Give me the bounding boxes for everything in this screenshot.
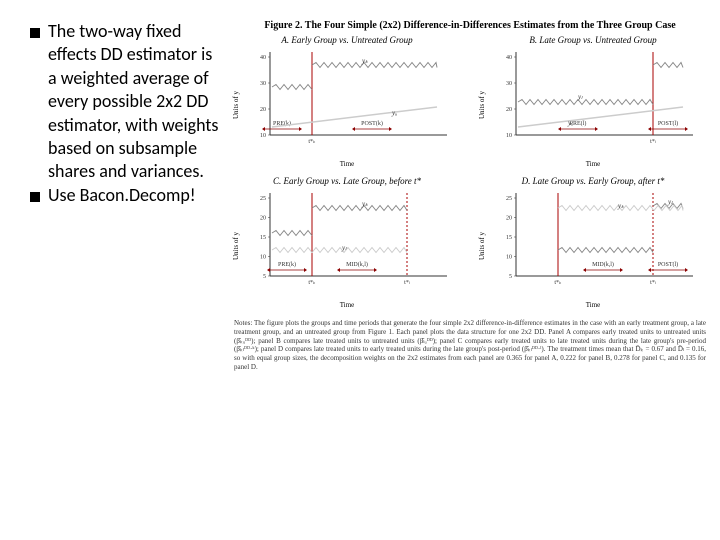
svg-text:yₗ: yₗ (667, 198, 673, 206)
panel-title: C. Early Group vs. Late Group, before t* (230, 176, 464, 186)
svg-text:t*ₗ: t*ₗ (650, 139, 656, 145)
svg-text:yᵤ: yᵤ (391, 109, 397, 117)
svg-text:40: 40 (506, 55, 512, 61)
svg-text:20: 20 (260, 216, 266, 222)
panels-grid: A. Early Group vs. Untreated Group 10 20 30… (230, 35, 710, 309)
svg-text:t*ₖ: t*ₖ (554, 280, 562, 286)
left-text-column: The two-way fixed effects DD estimator i… (30, 20, 230, 530)
panel-B: B. Late Group vs. Untreated Group 10 20 30 4… (476, 35, 710, 168)
svg-text:40: 40 (260, 55, 266, 61)
chart: 10203040t*ₗPRE(l)POST(l)yₗyᵤUnits of y (476, 47, 710, 162)
chart: 10203040t*ₖPRE(k)POST(k)yₖyᵤUnits of y (230, 47, 464, 162)
y-axis-label: Units of y (232, 232, 240, 260)
svg-text:5: 5 (263, 274, 266, 280)
svg-text:yᵤ: yᵤ (567, 119, 573, 127)
chart: 5 10 15 20 25 t*ₖ t*ₗ MID(k,l) POST(l) yₗ yₖ Units … (476, 188, 710, 303)
bullet-square-icon (30, 28, 40, 38)
svg-text:POST(l): POST(l) (658, 261, 678, 268)
svg-text:15: 15 (506, 235, 512, 241)
svg-text:yₗ: yₗ (341, 244, 347, 252)
svg-text:10: 10 (260, 255, 266, 261)
svg-text:30: 30 (506, 81, 512, 87)
svg-text:t*ₗ: t*ₗ (404, 280, 410, 286)
y-axis-label: Units of y (232, 91, 240, 119)
svg-text:yₗ: yₗ (577, 93, 583, 101)
panel-title: B. Late Group vs. Untreated Group (476, 35, 710, 45)
y-axis-label: Units of y (478, 91, 486, 119)
panel-title: A. Early Group vs. Untreated Group (230, 35, 464, 45)
chart: 5 10 15 20 25 t*ₖ t*ₗ PRE(k) MID(k,l) yₖ yₗ Units o… (230, 188, 464, 303)
figure-title: Figure 2. The Four Simple (2x2) Differen… (230, 20, 710, 31)
panel-C: C. Early Group vs. Late Group, before t*… (230, 176, 464, 309)
svg-text:yₖ: yₖ (617, 202, 625, 210)
svg-text:20: 20 (260, 107, 266, 113)
svg-text:25: 25 (506, 196, 512, 202)
svg-text:POST(k): POST(k) (361, 120, 383, 127)
panel-title: D. Late Group vs. Early Group, after t* (476, 176, 710, 186)
svg-text:15: 15 (260, 235, 266, 241)
panel-A: A. Early Group vs. Untreated Group 10 20 30… (230, 35, 464, 168)
svg-text:10: 10 (506, 133, 512, 139)
svg-text:25: 25 (260, 196, 266, 202)
svg-text:10: 10 (506, 255, 512, 261)
svg-text:20: 20 (506, 216, 512, 222)
bullet-item-2: Use Bacon.Decomp! (30, 184, 220, 207)
svg-text:MID(k,l): MID(k,l) (592, 261, 614, 268)
figure-column: Figure 2. The Four Simple (2x2) Differen… (230, 20, 710, 530)
svg-text:yₖ: yₖ (361, 200, 369, 208)
figure-notes: Notes: The figure plots the groups and t… (230, 317, 710, 374)
svg-text:5: 5 (509, 274, 512, 280)
svg-text:POST(l): POST(l) (658, 120, 678, 127)
bullet-text-2: Use Bacon.Decomp! (48, 184, 196, 207)
svg-text:10: 10 (260, 133, 266, 139)
y-axis-label: Units of y (478, 232, 486, 260)
svg-text:MID(k,l): MID(k,l) (346, 261, 368, 268)
svg-text:t*ₖ: t*ₖ (308, 139, 316, 145)
svg-text:t*ₖ: t*ₖ (308, 280, 316, 286)
bullet-text-1: The two-way fixed effects DD estimator i… (48, 20, 220, 184)
svg-text:t*ₗ: t*ₗ (650, 280, 656, 286)
bullet-square-icon (30, 192, 40, 202)
panel-D: D. Late Group vs. Early Group, after t* 5… (476, 176, 710, 309)
svg-text:30: 30 (260, 81, 266, 87)
bullet-item-1: The two-way fixed effects DD estimator i… (30, 20, 220, 184)
svg-text:yₖ: yₖ (361, 57, 369, 65)
svg-text:20: 20 (506, 107, 512, 113)
svg-text:PRE(k): PRE(k) (278, 261, 296, 268)
